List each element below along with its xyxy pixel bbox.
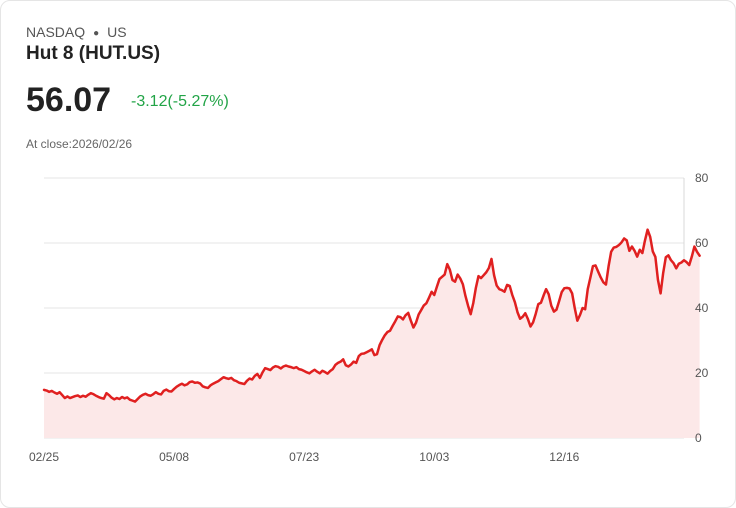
- x-axis-ticks: 02/25 05/08 07/23 10/03 12/16: [29, 450, 580, 464]
- stock-name: Hut 8 (HUT.US): [26, 43, 161, 64]
- exchange-line: NASDAQ ● US: [26, 24, 127, 40]
- current-price: 56.07: [26, 81, 112, 119]
- price-series-line[interactable]: [42, 228, 701, 403]
- price-change: -3.12(-5.27%): [131, 93, 229, 110]
- x-tick-label: 12/16: [549, 450, 579, 464]
- x-tick-label: 10/03: [419, 450, 449, 464]
- y-tick-label: 80: [695, 171, 709, 185]
- y-tick-label: 0: [695, 431, 702, 445]
- y-axis-ticks: 0 20 40 60 80: [695, 171, 709, 445]
- y-tick-label: 60: [695, 236, 709, 250]
- separator-dot: ●: [93, 28, 100, 39]
- y-tick-label: 20: [695, 366, 709, 380]
- x-tick-label: 05/08: [159, 450, 189, 464]
- y-tick-label: 40: [695, 301, 709, 315]
- x-tick-label: 02/25: [29, 450, 59, 464]
- price-area-fill: [44, 229, 700, 438]
- close-date: At close:2026/02/26: [26, 137, 133, 151]
- country-code: US: [107, 24, 127, 40]
- x-tick-label: 07/23: [289, 450, 319, 464]
- exchange-name: NASDAQ: [26, 24, 86, 40]
